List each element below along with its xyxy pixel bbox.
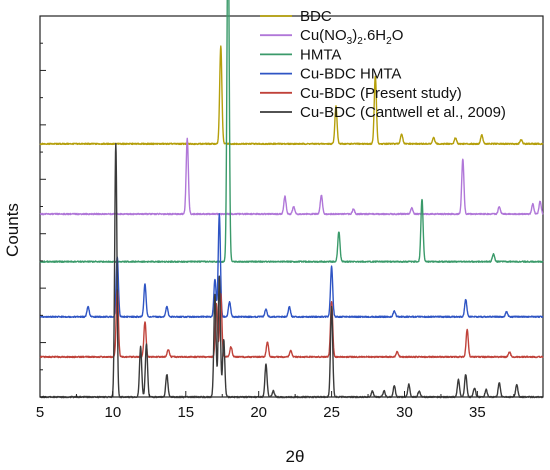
x-tick-label: 25 <box>323 404 340 421</box>
legend-label: Cu-BDC (Cantwell et al., 2009) <box>300 104 506 121</box>
x-axis: 5 10 15 20 25 30 35 <box>36 391 515 421</box>
plot-area <box>39 0 544 399</box>
series-line-1 <box>39 137 544 216</box>
legend-label: Cu-BDC (Present study) <box>300 85 462 102</box>
x-tick-label: 5 <box>36 404 44 421</box>
legend-label: Cu-BDC HMTA <box>300 66 401 83</box>
legend-label: HMTA <box>300 46 341 63</box>
y-axis <box>40 15 46 398</box>
x-tick-label: 10 <box>105 404 122 421</box>
y-axis-title: Counts <box>3 203 22 257</box>
series-line-3 <box>39 213 544 319</box>
legend-label: Cu(NO3)2.6H2O <box>300 27 403 47</box>
x-tick-label: 35 <box>469 404 486 421</box>
legend-label: BDC <box>300 8 332 25</box>
x-tick-label: 15 <box>177 404 194 421</box>
series-line-0 <box>39 45 544 146</box>
x-tick-label: 30 <box>396 404 413 421</box>
series-line-2 <box>39 0 544 263</box>
x-tick-label: 20 <box>250 404 267 421</box>
series-line-5 <box>39 143 544 399</box>
series-line-4 <box>39 288 544 359</box>
x-axis-title: 2θ <box>286 447 305 466</box>
